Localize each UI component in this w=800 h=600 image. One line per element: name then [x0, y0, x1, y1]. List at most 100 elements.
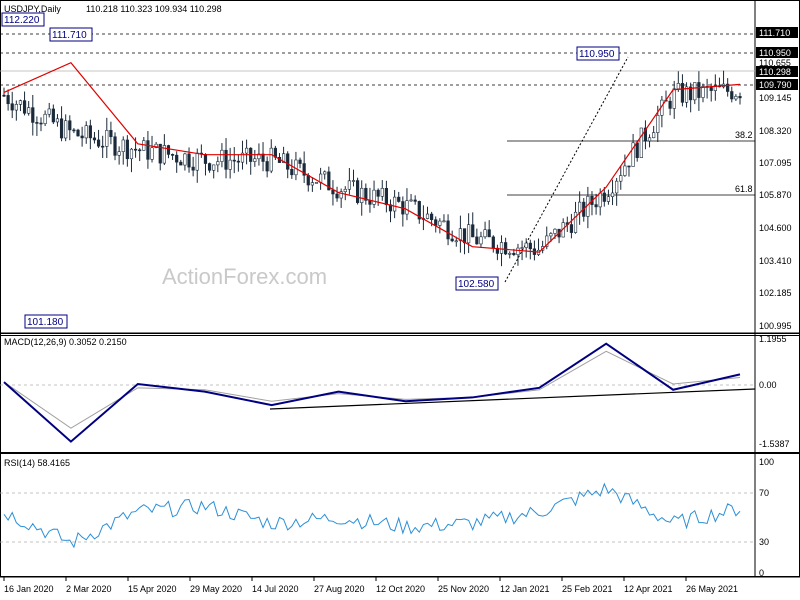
candle-body [18, 100, 23, 105]
candle-body [216, 161, 220, 166]
candle-body [281, 153, 286, 163]
candle-body [545, 235, 549, 247]
candle-body [298, 159, 302, 164]
axis-104600: 104.600 [759, 223, 792, 233]
candle-body [286, 153, 290, 170]
candle-body [524, 242, 528, 248]
candle-body [310, 182, 314, 186]
candle-body [356, 180, 360, 203]
candle-body [512, 252, 516, 256]
candle-body [314, 182, 319, 184]
candle-body [730, 91, 734, 100]
candle-body [68, 120, 72, 131]
candle-body [713, 85, 717, 91]
axis-111710: 111.710 [759, 28, 790, 38]
candle-body [129, 148, 134, 160]
high2-box [49, 27, 93, 42]
chart-ohlc: 110.218 110.323 109.934 110.298 [86, 4, 222, 14]
candle-body [207, 163, 212, 171]
candle-body [438, 220, 442, 226]
candle-body [35, 122, 39, 124]
candle-body [170, 154, 175, 156]
candle-body [240, 152, 245, 163]
candle-body [220, 149, 224, 162]
candle-body [80, 135, 84, 139]
rsi-axis-30: 30 [759, 537, 769, 547]
rsi-axis-70: 70 [759, 488, 769, 498]
axis-109790: 109.790 [759, 80, 792, 90]
x-tick-label: 25 Nov 2020 [438, 584, 489, 594]
candle-body [203, 153, 208, 164]
x-tick-label: 26 May 2021 [686, 584, 738, 594]
candle-body [113, 136, 117, 156]
candle-body [615, 180, 619, 194]
candle-body [598, 192, 602, 208]
candle-body [96, 139, 101, 147]
candle-body [602, 192, 606, 202]
high3-label: 110.950 [579, 49, 615, 60]
candle-body [483, 229, 487, 238]
candle-body [228, 159, 232, 170]
chart-symbol: USDJPY,Daily [4, 4, 61, 14]
candle-body [516, 247, 520, 256]
candle-body [471, 224, 475, 238]
axis-102185: 102.185 [759, 288, 792, 298]
candle-body [154, 143, 158, 148]
candle-body [491, 236, 495, 249]
candle-body [269, 147, 273, 172]
candle-body [479, 236, 483, 245]
candle-body [504, 242, 508, 255]
x-tick-label: 16 Jan 2020 [4, 584, 54, 594]
candle-body [693, 82, 697, 101]
candle-body [339, 191, 343, 199]
candle-body [27, 107, 31, 114]
x-axis: 16 Jan 2020 2 Mar 2020 15 Apr 2020 29 May 2… [3, 577, 738, 594]
macd-signal-line [3, 350, 741, 429]
candle-body [14, 104, 18, 111]
candle-body [520, 247, 524, 249]
x-tick-label: 15 Apr 2020 [128, 584, 177, 594]
candle-body [76, 129, 80, 137]
candle-body [409, 199, 413, 202]
candle-body [162, 145, 166, 164]
fib-38-label: 38.2 [735, 130, 753, 140]
candle-body [635, 142, 639, 158]
candle-body [253, 158, 257, 162]
candle-body [166, 145, 171, 155]
candle-body [10, 103, 14, 111]
candle-body [92, 137, 97, 141]
candle-body [487, 229, 491, 238]
candle-body [158, 143, 162, 164]
axis-103410: 103.410 [759, 256, 792, 266]
candle-body [631, 142, 635, 167]
candle-body [335, 193, 339, 199]
candle-body [343, 188, 347, 192]
candle-body [627, 165, 631, 168]
candle-body [528, 242, 532, 250]
candle-body [261, 153, 265, 162]
x-tick-label: 2 Mar 2020 [66, 584, 112, 594]
high2-label: 111.710 [52, 30, 87, 41]
candle-body [2, 94, 6, 97]
candle-body [150, 147, 154, 160]
axis-111710-bg [756, 27, 798, 38]
candle-body [672, 88, 676, 109]
x-tick-label: 12 Jan 2021 [500, 584, 550, 594]
candle-body [676, 83, 680, 90]
macd-axis-top: 1.1955 [759, 334, 787, 344]
candle-body [109, 130, 113, 138]
candle-body [212, 164, 216, 171]
candle-body [380, 188, 384, 197]
candle-body [306, 174, 310, 186]
candle-body [446, 220, 450, 240]
candle-body [327, 171, 331, 191]
watermark: ActionForex.com [162, 264, 327, 289]
candle-body [442, 220, 446, 223]
x-tick-label: 25 Feb 2021 [562, 584, 613, 594]
candle-body [133, 148, 138, 151]
x-tick-label: 12 Oct 2020 [376, 584, 425, 594]
candle-body [347, 180, 351, 190]
candle-body [146, 140, 150, 160]
candle-body [405, 200, 409, 215]
